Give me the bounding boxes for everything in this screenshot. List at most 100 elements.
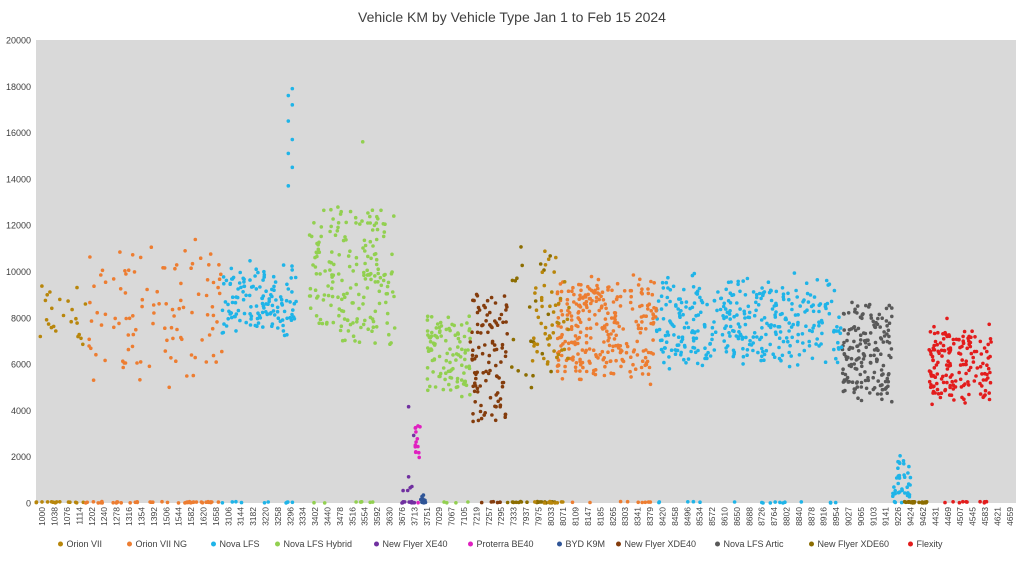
data-point [584, 340, 589, 345]
data-point [220, 349, 224, 354]
data-point [555, 364, 560, 368]
data-point [614, 297, 619, 302]
data-point [241, 290, 245, 294]
data-point [466, 500, 470, 504]
data-point [444, 371, 448, 376]
data-point [667, 355, 671, 359]
data-point [761, 349, 765, 354]
data-point [778, 330, 783, 334]
x-tick-label: 3220 [260, 507, 270, 526]
data-point [603, 364, 607, 369]
data-point [861, 357, 866, 361]
x-tick-label: 8688 [744, 507, 754, 526]
data-point [772, 324, 777, 328]
data-point [841, 380, 846, 384]
data-point [103, 358, 107, 363]
x-tick-label: 8185 [595, 507, 605, 526]
data-point [790, 302, 794, 306]
data-point [441, 387, 446, 392]
data-point [633, 367, 638, 372]
data-point [577, 335, 581, 340]
data-point [958, 377, 963, 382]
data-point [602, 340, 606, 344]
legend-label: Flexity [917, 539, 944, 549]
data-point [362, 295, 366, 300]
data-point [889, 347, 894, 351]
x-tick-label: 8303 [620, 507, 630, 526]
data-point [253, 323, 258, 328]
data-point [88, 255, 92, 259]
x-tick-label: 3440 [323, 507, 333, 526]
data-point [157, 302, 161, 306]
data-point [741, 346, 745, 351]
data-point [230, 295, 235, 300]
data-point [760, 346, 764, 351]
data-point [111, 500, 115, 505]
data-point [545, 337, 550, 341]
data-point [982, 501, 987, 505]
data-point [663, 346, 667, 350]
data-point [786, 339, 790, 344]
data-point [148, 500, 152, 504]
data-point [510, 500, 515, 504]
data-point [322, 501, 327, 505]
data-point [131, 332, 136, 337]
data-point [266, 302, 270, 307]
data-point [535, 342, 540, 347]
data-point [373, 274, 377, 278]
data-point [878, 383, 883, 388]
data-point [547, 343, 551, 347]
data-point [83, 302, 88, 306]
y-tick-label: 20000 [6, 36, 31, 46]
data-point [967, 342, 971, 347]
data-point [382, 230, 387, 234]
data-point [952, 398, 956, 402]
data-point [61, 313, 66, 318]
data-point [611, 300, 616, 304]
data-point [855, 304, 860, 308]
data-point [765, 321, 769, 326]
data-point [370, 329, 374, 334]
data-point [290, 500, 295, 505]
data-point [679, 300, 684, 305]
data-point [317, 240, 321, 245]
data-point [766, 280, 771, 285]
data-point [151, 303, 156, 307]
data-point [932, 331, 937, 336]
data-point [602, 373, 607, 378]
x-tick-label: 8033 [546, 507, 556, 526]
data-point [429, 315, 434, 319]
data-point [594, 299, 598, 304]
data-point [663, 333, 668, 338]
data-point [674, 303, 678, 307]
data-point [738, 307, 742, 311]
data-point [571, 285, 575, 290]
data-point [535, 349, 539, 354]
data-point [126, 347, 131, 352]
data-point [589, 336, 593, 340]
data-point [662, 360, 666, 365]
data-point [935, 372, 940, 376]
data-point [768, 342, 772, 347]
data-point [273, 280, 278, 284]
data-point [587, 347, 592, 351]
data-point [447, 326, 451, 331]
data-point [549, 501, 554, 505]
data-point [606, 338, 610, 343]
data-point [600, 290, 605, 295]
data-point [490, 341, 495, 345]
data-point [485, 313, 490, 317]
data-point [796, 332, 800, 337]
data-point [581, 365, 585, 370]
data-point [448, 360, 452, 365]
data-point [475, 390, 480, 394]
data-point [316, 294, 320, 299]
data-point [236, 287, 240, 291]
data-point [563, 364, 567, 369]
data-point [858, 333, 863, 338]
data-point [559, 309, 564, 313]
data-point [222, 281, 226, 286]
data-point [348, 286, 353, 290]
data-point [868, 361, 873, 365]
data-point [674, 348, 679, 353]
